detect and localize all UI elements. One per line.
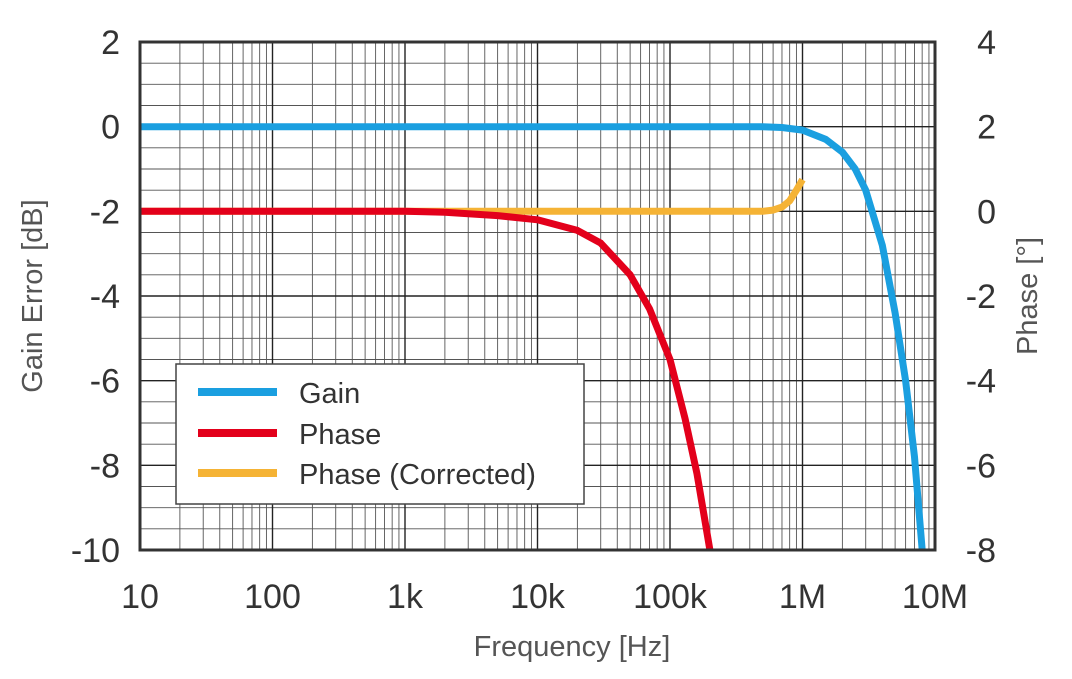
y-right-tick-label: -2 bbox=[966, 278, 996, 316]
y-right-tick-labels: 4 2 0 -2 -4 -6 -8 bbox=[966, 24, 996, 570]
x-tick-label: 10k bbox=[510, 578, 566, 616]
legend-label-phase-corrected: Phase (Corrected) bbox=[299, 459, 536, 491]
y-right-tick-label: 2 bbox=[977, 109, 996, 147]
y-right-tick-label: 4 bbox=[977, 24, 996, 62]
y-left-tick-label: -10 bbox=[71, 532, 120, 570]
series-line-phase-corrected bbox=[140, 177, 806, 215]
x-tick-label: 100k bbox=[633, 578, 708, 616]
y-left-tick-label: -6 bbox=[90, 363, 120, 401]
y-left-tick-label: 0 bbox=[101, 109, 120, 147]
y-right-tick-label: -6 bbox=[966, 447, 996, 485]
series-line-phase bbox=[140, 207, 714, 551]
x-tick-label: 100 bbox=[244, 578, 301, 616]
y-left-tick-labels: 2 0 -2 -4 -6 -8 -10 bbox=[71, 24, 120, 570]
x-tick-label: 10M bbox=[902, 578, 968, 616]
y-left-axis-label: Gain Error [dB] bbox=[17, 199, 49, 392]
y-right-axis-label: Phase [°] bbox=[1012, 237, 1044, 355]
x-tick-label: 10 bbox=[121, 578, 159, 616]
legend-label-phase: Phase bbox=[299, 419, 381, 451]
plot-frame bbox=[138, 40, 937, 552]
legend: Gain Phase Phase (Corrected) bbox=[175, 363, 585, 505]
y-left-tick-label: -8 bbox=[90, 447, 120, 485]
x-tick-label: 1M bbox=[779, 578, 826, 616]
legend-label-gain: Gain bbox=[299, 378, 360, 410]
series-layer bbox=[140, 123, 926, 551]
y-left-tick-label: -4 bbox=[90, 278, 120, 316]
x-tick-labels: 10 100 1k 10k 100k 1M 10M bbox=[121, 578, 968, 616]
y-right-tick-label: -8 bbox=[966, 532, 996, 570]
series-line-gain bbox=[140, 123, 926, 551]
y-right-tick-label: 0 bbox=[977, 193, 996, 231]
y-left-tick-label: -2 bbox=[90, 193, 120, 231]
y-right-tick-label: -4 bbox=[966, 363, 996, 401]
x-axis-label: Frequency [Hz] bbox=[474, 631, 671, 663]
x-tick-label: 1k bbox=[387, 578, 424, 616]
y-left-tick-label: 2 bbox=[101, 24, 120, 62]
